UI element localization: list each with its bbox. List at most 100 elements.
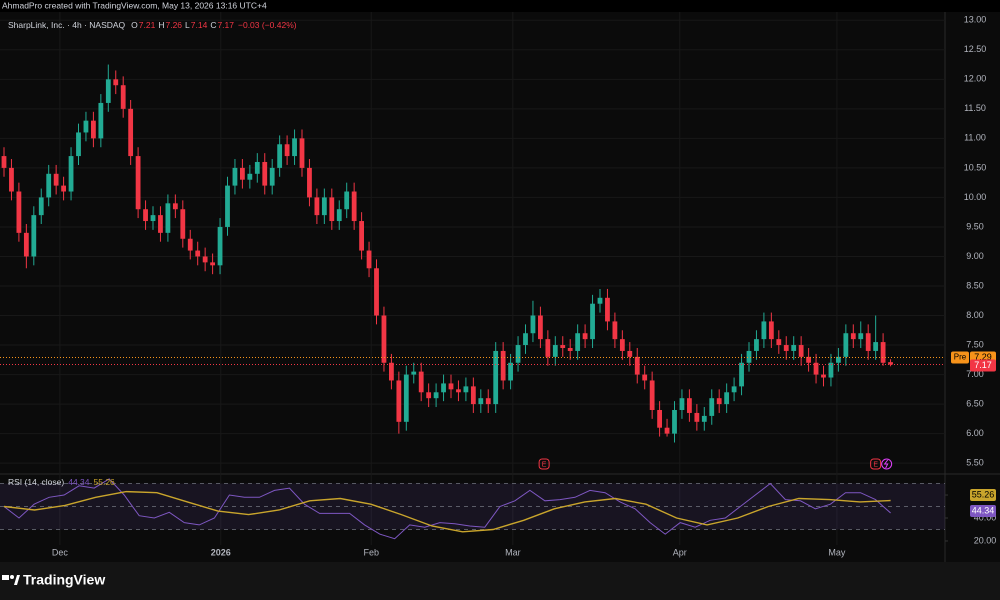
candle-body bbox=[679, 398, 685, 410]
candle-body bbox=[806, 356, 811, 363]
candle-body bbox=[411, 371, 417, 375]
price-pane: 5.50 6.00 6.50 7.00 7.50 8.00 8.50 9.00 9.50 10.0… bbox=[0, 12, 996, 557]
y-tick-label: 7.50 bbox=[966, 339, 984, 349]
legend-change: −0.03 (−0.42%) bbox=[238, 20, 297, 30]
candle-body bbox=[552, 345, 558, 357]
candle-body bbox=[172, 203, 178, 210]
candle-body bbox=[143, 209, 148, 222]
candle-body bbox=[821, 374, 826, 378]
candle-body bbox=[366, 250, 372, 269]
rsi-value-box bbox=[970, 505, 996, 517]
candle-body bbox=[202, 256, 208, 263]
candle-body bbox=[359, 221, 364, 251]
y-tick-label: 10.50 bbox=[964, 162, 987, 172]
candle-body bbox=[448, 383, 454, 390]
rsi-value-tag: 55.26 bbox=[972, 489, 995, 499]
candle-body bbox=[277, 144, 283, 168]
candle-body bbox=[336, 209, 342, 222]
legend-ohlc-key: O bbox=[131, 20, 138, 30]
candle-body bbox=[716, 398, 722, 405]
candle-body bbox=[865, 333, 871, 351]
y-tick-label: 5.50 bbox=[966, 458, 984, 468]
candle-body bbox=[165, 203, 171, 233]
y-tick-label: 11.50 bbox=[964, 103, 986, 113]
candle-body bbox=[530, 315, 536, 334]
candle-body bbox=[515, 345, 521, 363]
y-tick-label: 11.00 bbox=[964, 133, 986, 143]
legend-ohlc-key: H bbox=[158, 20, 164, 30]
candle-body bbox=[590, 303, 595, 340]
candle-body bbox=[61, 185, 66, 192]
candle-body bbox=[508, 362, 513, 381]
candle-body bbox=[180, 209, 186, 239]
event-marker bbox=[870, 458, 882, 470]
candle-body bbox=[798, 345, 804, 357]
legend: SharpLink, Inc. · 4h · NASDAQ O7.21 H7.26 L… bbox=[8, 20, 297, 30]
pre-tag-label: Pre bbox=[954, 353, 967, 362]
candle-body bbox=[83, 120, 89, 133]
candle-body bbox=[105, 79, 111, 103]
candle-body bbox=[597, 297, 603, 304]
candle-body bbox=[813, 362, 819, 375]
y-tick-label: 12.00 bbox=[964, 74, 987, 84]
candle-body bbox=[292, 138, 297, 157]
candle-body bbox=[23, 232, 29, 257]
legend-title: SharpLink, Inc. · 4h · NASDAQ bbox=[8, 20, 126, 30]
legend-ohlc-value: 7.14 bbox=[191, 20, 208, 30]
candle-body bbox=[828, 362, 834, 378]
footer-logo: TradingView bbox=[23, 572, 105, 588]
candle-body bbox=[642, 374, 648, 381]
candle-body bbox=[485, 398, 491, 405]
candle-body bbox=[582, 333, 588, 340]
y-tick-label: 9.50 bbox=[966, 221, 984, 231]
candle-body bbox=[299, 138, 305, 168]
y-tick-label: 40.00 bbox=[974, 512, 997, 522]
candle-body bbox=[195, 250, 201, 257]
y-tick-label: 12.50 bbox=[964, 44, 987, 54]
candle-body bbox=[225, 185, 230, 227]
legend-ohlc-value: 7.17 bbox=[217, 20, 234, 30]
candle-body bbox=[254, 161, 260, 174]
rsi-value-box bbox=[970, 489, 996, 501]
legend-ohlc-value: 7.21 bbox=[139, 20, 156, 30]
candle-body bbox=[381, 315, 387, 363]
event-label: E bbox=[873, 461, 878, 468]
candle-body bbox=[269, 167, 275, 186]
candle-body bbox=[724, 392, 730, 405]
candle-body bbox=[307, 167, 312, 198]
candle-body bbox=[627, 350, 633, 357]
event-marker bbox=[538, 458, 550, 470]
candle-body bbox=[843, 333, 849, 357]
candle-body bbox=[888, 362, 893, 365]
x-tick-label: Dec bbox=[52, 547, 69, 557]
y-tick-label: 7.00 bbox=[966, 369, 984, 379]
candle-body bbox=[38, 197, 44, 216]
dividend-icon bbox=[883, 459, 889, 469]
candle-body bbox=[46, 173, 52, 198]
candle-body bbox=[426, 392, 432, 399]
candle-body bbox=[113, 79, 119, 86]
candle-body bbox=[433, 392, 439, 399]
candle-body bbox=[389, 362, 394, 381]
legend-ohlc-key: L bbox=[185, 20, 190, 30]
candle-body bbox=[135, 156, 141, 210]
candle-body bbox=[612, 321, 618, 340]
candle-body bbox=[605, 297, 610, 322]
candle-body bbox=[247, 173, 253, 180]
candle-body bbox=[187, 238, 193, 251]
candle-body bbox=[768, 321, 774, 340]
y-tick-label: 9.00 bbox=[966, 251, 984, 261]
candle-body bbox=[500, 350, 506, 381]
logo-shape bbox=[14, 575, 20, 585]
y-tick-label: 13.00 bbox=[964, 15, 987, 25]
candle-body bbox=[783, 345, 789, 351]
candle-body bbox=[560, 345, 566, 348]
candle-body bbox=[664, 427, 670, 434]
candle-body bbox=[672, 409, 677, 434]
rsi-title: RSI (14, close) bbox=[8, 477, 64, 487]
y-tick-label: 8.50 bbox=[966, 280, 984, 290]
x-tick-label: Feb bbox=[364, 547, 380, 557]
logo-shape bbox=[2, 575, 9, 580]
